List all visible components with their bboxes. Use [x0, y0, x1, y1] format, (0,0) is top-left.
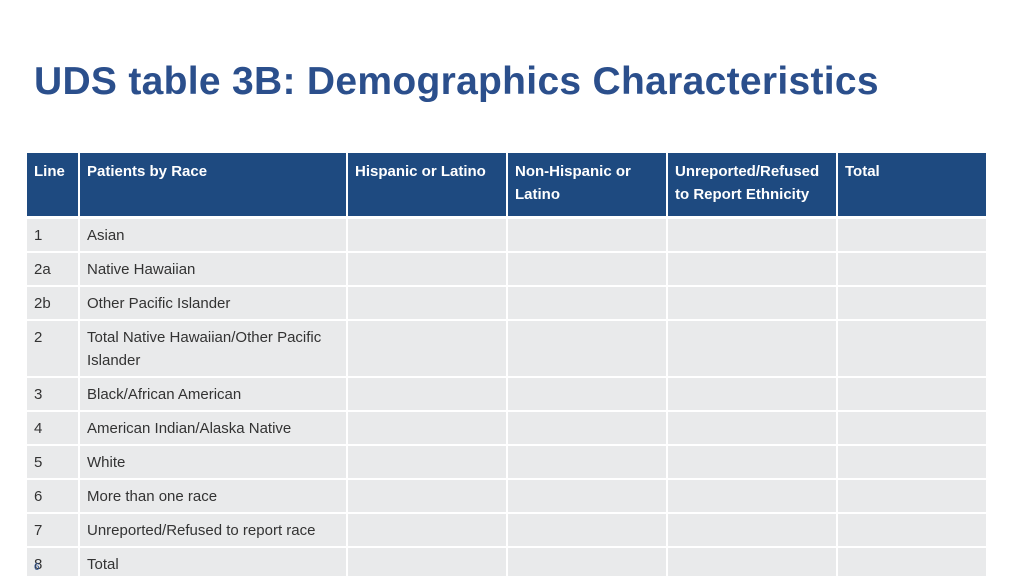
total-cell: [837, 285, 986, 321]
table-row: 7 Unreported/Refused to report race: [27, 512, 986, 548]
unreported-cell: [667, 376, 838, 412]
table-row: 8 Total: [27, 546, 986, 576]
table-row: 3 Black/African American: [27, 376, 986, 412]
non-hispanic-cell: [507, 444, 668, 480]
unreported-cell: [667, 512, 838, 548]
race-cell: Total: [79, 546, 348, 576]
non-hispanic-cell: [507, 546, 668, 576]
hispanic-cell: [347, 410, 508, 446]
hispanic-cell: [347, 376, 508, 412]
non-hispanic-cell: [507, 376, 668, 412]
table-row: 2a Native Hawaiian: [27, 251, 986, 287]
line-cell: 2a: [27, 251, 80, 287]
total-cell: [837, 512, 986, 548]
unreported-cell: [667, 444, 838, 480]
total-cell: [837, 410, 986, 446]
header-patients-by-race: Patients by Race: [79, 153, 348, 217]
hispanic-cell: [347, 285, 508, 321]
hispanic-cell: [347, 251, 508, 287]
unreported-cell: [667, 285, 838, 321]
line-cell: 1: [27, 217, 80, 253]
non-hispanic-cell: [507, 319, 668, 378]
hispanic-cell: [347, 512, 508, 548]
line-cell: 2b: [27, 285, 80, 321]
slide-title: UDS table 3B: Demographics Characteristi…: [34, 60, 879, 103]
non-hispanic-cell: [507, 285, 668, 321]
line-cell: 2: [27, 319, 80, 378]
table-row: 6 More than one race: [27, 478, 986, 514]
hispanic-cell: [347, 444, 508, 480]
non-hispanic-cell: [507, 410, 668, 446]
line-cell: 7: [27, 512, 80, 548]
unreported-cell: [667, 251, 838, 287]
header-non-hispanic-or-latino: Non-Hispanic or Latino: [507, 153, 668, 217]
non-hispanic-cell: [507, 478, 668, 514]
uds-table-3b: Line Patients by Race Hispanic or Latino…: [27, 153, 986, 576]
race-cell: Native Hawaiian: [79, 251, 348, 287]
race-cell: Other Pacific Islander: [79, 285, 348, 321]
line-cell: 4: [27, 410, 80, 446]
hispanic-cell: [347, 217, 508, 253]
table-row: 1 Asian: [27, 217, 986, 253]
line-cell: 6: [27, 478, 80, 514]
hispanic-cell: [347, 478, 508, 514]
race-cell: American Indian/Alaska Native: [79, 410, 348, 446]
unreported-cell: [667, 319, 838, 378]
header-total: Total: [837, 153, 986, 217]
non-hispanic-cell: [507, 512, 668, 548]
page-number: 6: [34, 562, 40, 573]
table-row: 2b Other Pacific Islander: [27, 285, 986, 321]
total-cell: [837, 217, 986, 253]
race-cell: Unreported/Refused to report race: [79, 512, 348, 548]
total-cell: [837, 546, 986, 576]
header-hispanic-or-latino: Hispanic or Latino: [347, 153, 508, 217]
header-unreported-ethnicity: Unreported/Refused to Report Ethnicity: [667, 153, 838, 217]
table-row: 5 White: [27, 444, 986, 480]
total-cell: [837, 444, 986, 480]
total-cell: [837, 251, 986, 287]
race-cell: Black/African American: [79, 376, 348, 412]
line-cell: 3: [27, 376, 80, 412]
race-cell: Asian: [79, 217, 348, 253]
hispanic-cell: [347, 319, 508, 378]
table-row: 4 American Indian/Alaska Native: [27, 410, 986, 446]
table-header-row: Line Patients by Race Hispanic or Latino…: [27, 153, 986, 217]
unreported-cell: [667, 546, 838, 576]
total-cell: [837, 376, 986, 412]
line-cell: 5: [27, 444, 80, 480]
header-line: Line: [27, 153, 80, 217]
race-cell: White: [79, 444, 348, 480]
race-cell: More than one race: [79, 478, 348, 514]
hispanic-cell: [347, 546, 508, 576]
line-cell: 8: [27, 546, 80, 576]
race-cell: Total Native Hawaiian/Other Pacific Isla…: [79, 319, 348, 378]
total-cell: [837, 478, 986, 514]
non-hispanic-cell: [507, 251, 668, 287]
table-row: 2 Total Native Hawaiian/Other Pacific Is…: [27, 319, 986, 378]
unreported-cell: [667, 478, 838, 514]
unreported-cell: [667, 217, 838, 253]
total-cell: [837, 319, 986, 378]
non-hispanic-cell: [507, 217, 668, 253]
unreported-cell: [667, 410, 838, 446]
